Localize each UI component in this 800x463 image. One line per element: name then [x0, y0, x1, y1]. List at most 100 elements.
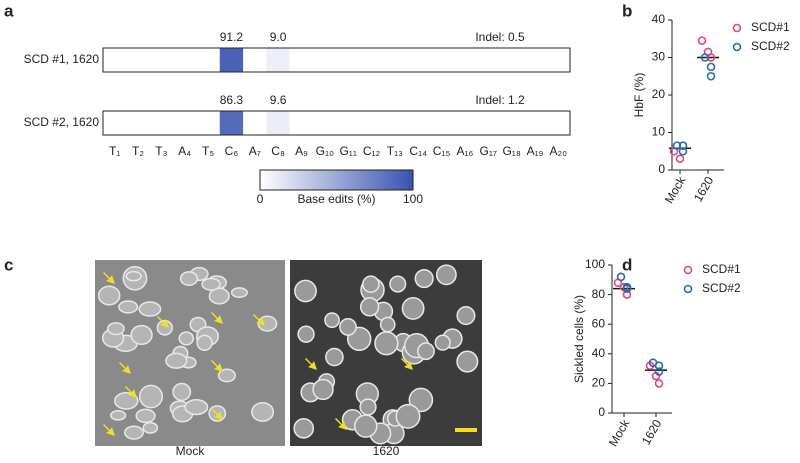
- cell: [156, 319, 173, 336]
- cell: [434, 334, 451, 351]
- cell: [297, 325, 315, 343]
- y-tick-label: 0: [598, 405, 605, 419]
- cell: [135, 408, 156, 424]
- position-label: G₁₀: [316, 144, 334, 158]
- arrow: [401, 358, 413, 370]
- cell: [208, 287, 230, 305]
- row-label: SCD #2, 1620: [24, 115, 100, 129]
- position-label: G₁₁: [339, 144, 356, 158]
- cell: [435, 264, 457, 286]
- cell: [312, 378, 334, 401]
- cell: [97, 285, 121, 306]
- position-label: T₂: [132, 144, 144, 158]
- position-label: T₁₃: [387, 144, 403, 158]
- position-label: T₁: [109, 144, 120, 158]
- heat-cell: [266, 111, 290, 135]
- data-point: [678, 146, 688, 156]
- cell: [123, 425, 144, 440]
- cell: [414, 268, 434, 289]
- arrow: [211, 408, 223, 420]
- arrow: [103, 424, 115, 436]
- y-axis-label: HbF (%): [632, 73, 646, 118]
- data-point: [697, 36, 707, 45]
- position-label: T₃: [155, 144, 167, 158]
- annotation: Indel: 0.5: [475, 30, 525, 44]
- cell: [251, 402, 275, 422]
- legend-marker: [683, 265, 693, 275]
- cell: [395, 403, 421, 429]
- value-label: 86.3: [220, 93, 244, 107]
- image-caption: Mock: [176, 444, 206, 458]
- cell: [184, 398, 209, 416]
- legend-marker: [732, 23, 742, 33]
- y-tick-label: 80: [592, 287, 606, 301]
- legend-label: SCD#1: [702, 262, 741, 276]
- arrow: [211, 360, 223, 372]
- position-label: T₅: [202, 144, 214, 158]
- x-tick-label: 1620: [691, 174, 717, 204]
- data-point: [654, 379, 664, 388]
- position-label: A₂₀: [549, 144, 567, 158]
- cell: [359, 297, 380, 317]
- y-tick-label: 40: [592, 346, 606, 360]
- legend-label: SCD#2: [751, 39, 790, 53]
- heat-cell: [219, 111, 244, 135]
- colorbar-tick: 0: [257, 192, 264, 206]
- arrow: [211, 312, 223, 324]
- position-label: G₁₇: [480, 144, 498, 158]
- cells: [97, 264, 479, 445]
- position-label: C₁₂: [363, 144, 381, 158]
- colorbar-label: Base edits (%): [297, 192, 375, 206]
- data-point: [654, 361, 664, 370]
- cell: [353, 414, 378, 438]
- cell: [138, 301, 162, 317]
- cell: [109, 409, 127, 421]
- cell: [294, 279, 317, 303]
- cell: [325, 347, 344, 367]
- position-label: A₁₆: [456, 144, 473, 158]
- x-tick-label: Mock: [662, 173, 689, 206]
- y-tick-label: 20: [592, 376, 606, 390]
- position-label: A₇: [249, 144, 261, 158]
- data-point: [706, 53, 716, 62]
- value-label: 9.6: [270, 93, 287, 107]
- heat-cell: [219, 48, 244, 72]
- cell: [456, 350, 479, 373]
- cell: [230, 287, 248, 298]
- position-label: A₁₉: [527, 144, 544, 158]
- colorbar-tick: 100: [403, 192, 423, 206]
- row-box: [102, 47, 571, 73]
- heat-cell: [266, 48, 290, 72]
- arrow: [253, 314, 265, 326]
- data-point: [672, 141, 682, 150]
- cell: [142, 421, 159, 434]
- y-tick-label: 10: [652, 125, 666, 139]
- cell: [165, 352, 188, 369]
- y-tick-label: 60: [592, 316, 606, 330]
- cell: [324, 312, 340, 329]
- value-label: 91.2: [220, 30, 244, 44]
- legend-label: SCD#1: [751, 20, 790, 34]
- cell: [359, 398, 377, 416]
- y-tick-label: 30: [652, 50, 666, 64]
- position-label: C₁₅: [433, 144, 451, 158]
- y-axis-label: Sickled cells (%): [572, 295, 586, 383]
- cell: [379, 316, 396, 333]
- cell: [374, 331, 399, 356]
- arrow: [305, 358, 317, 370]
- cell: [362, 275, 380, 294]
- y-tick-label: 0: [658, 162, 665, 176]
- panel-label: c: [4, 255, 13, 274]
- data-point: [616, 272, 626, 282]
- cell: [138, 384, 164, 409]
- arrow: [103, 272, 115, 284]
- cell: [125, 270, 142, 282]
- cell: [293, 417, 315, 439]
- y-tick-label: 40: [652, 12, 666, 26]
- cell: [217, 368, 236, 383]
- cell: [178, 331, 195, 346]
- cell: [417, 342, 435, 361]
- arrow: [335, 418, 347, 430]
- y-tick-label: 20: [652, 87, 666, 101]
- panel-label: b: [622, 1, 632, 20]
